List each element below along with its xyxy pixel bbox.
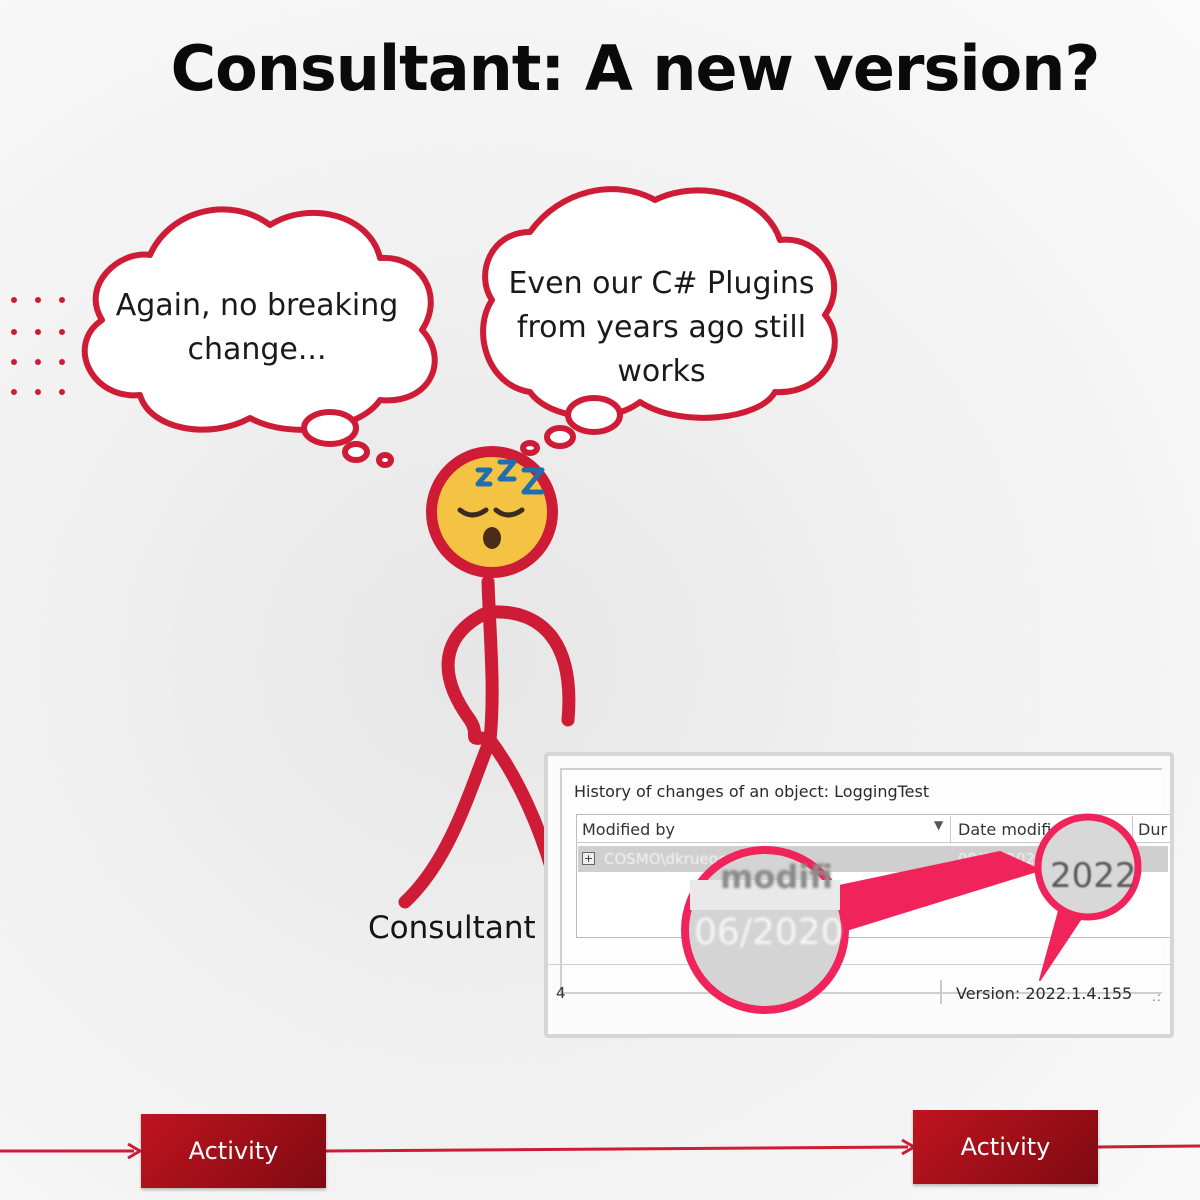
magnified-date-text: 06/2020 [694,912,844,953]
left-bubble-line-2: change... [187,332,327,367]
activity-box-1: Activity [141,1114,326,1188]
column-separator [1132,816,1133,842]
filter-icon[interactable]: ▼ [934,818,944,832]
left-bubble-line-1: Again, no breaking [115,288,399,323]
magnified-year-text: 2022 [1050,856,1137,896]
left-bubble-text: Again, no breaking change... [102,284,412,372]
version-label: Version: 2022.1.4.155 [956,984,1133,1003]
page-title: Consultant: A new version? [170,32,1101,105]
column-separator [950,816,951,842]
sleeping-face-icon [426,446,558,578]
activity-box-2: Activity [913,1110,1098,1184]
dot-grid-decoration [11,297,65,395]
column-duration[interactable]: Dur [1138,820,1168,839]
right-bubble-line-3: works [617,354,706,389]
figure-caption: Consultant [368,910,536,946]
expand-icon[interactable]: + [582,852,595,865]
column-modified-by[interactable]: Modified by [582,820,675,839]
left-thought-bubble [81,206,438,468]
right-thought-bubble [480,186,838,456]
right-bubble-line-2: from years ago still [516,310,807,345]
magnified-column-text: modifi [720,858,833,896]
right-bubble-line-1: Even our C# Plugins [508,266,815,301]
column-date-modified[interactable]: Date modified [958,820,1072,839]
header-divider [576,842,1170,843]
right-bubble-text: Even our C# Plugins from years ago still… [494,262,829,394]
status-divider [548,964,1170,965]
status-left-text: 4 [556,984,566,1002]
row-date: 09/06/2020 [958,850,1045,868]
status-separator [940,980,942,1004]
history-title: History of changes of an object: Logging… [574,782,930,801]
resize-grip-icon[interactable]: .: [1152,990,1162,1004]
zzz-icon [475,459,545,495]
